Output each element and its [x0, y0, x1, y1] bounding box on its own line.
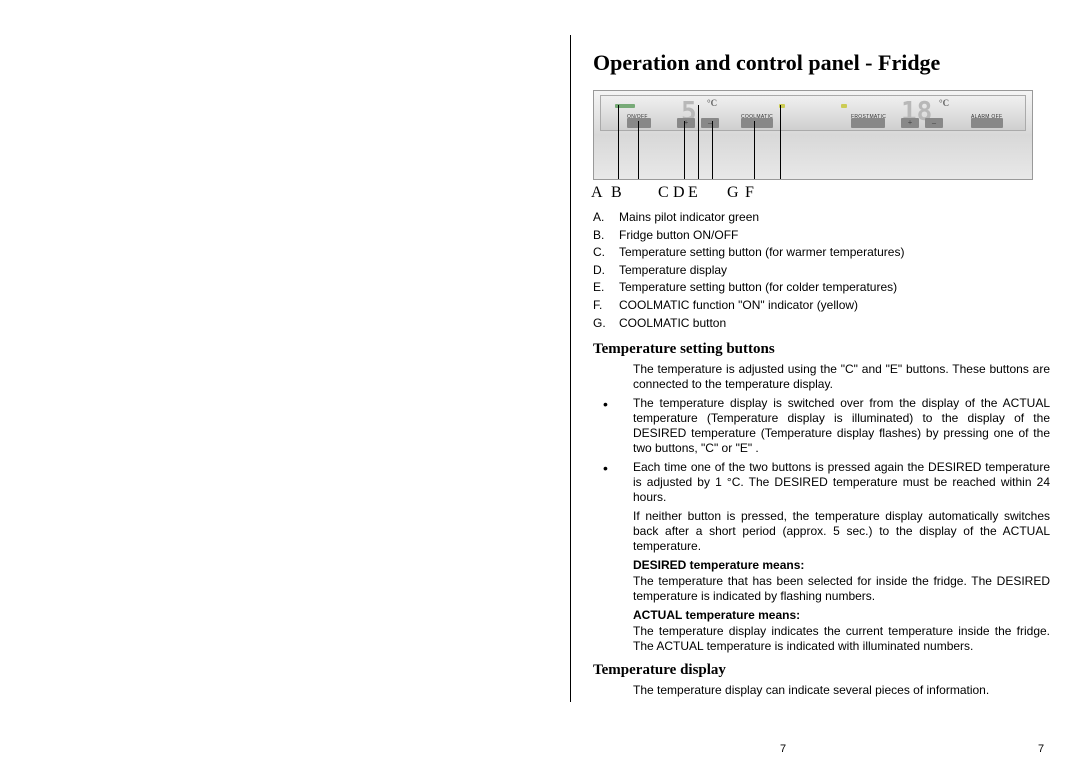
bullet-2: • Each time one of the two buttons is pr… [593, 460, 1050, 505]
legend-key: B. [593, 228, 619, 244]
legend-text: Fridge button ON/OFF [619, 228, 738, 244]
legend-item: B.Fridge button ON/OFF [593, 228, 1050, 244]
lead-g [754, 121, 755, 179]
degree-c-1: °C [707, 98, 717, 108]
legend-key: D. [593, 263, 619, 279]
after-text: If neither button is pressed, the temper… [633, 509, 1050, 554]
section-heading-2: Temperature display [593, 662, 1050, 679]
actual-text: The temperature display indicates the cu… [633, 624, 1050, 654]
lead-a [618, 105, 619, 179]
page-number-center: 7 [780, 743, 786, 755]
degree-c-2: °C [939, 98, 949, 108]
legend-text: Temperature setting button (for colder t… [619, 280, 897, 296]
legend-text: COOLMATIC function "ON" indicator (yello… [619, 298, 858, 314]
frostmatic-led [841, 104, 847, 108]
legend-key: A. [593, 210, 619, 226]
sec2-text: The temperature display can indicate sev… [633, 683, 1050, 698]
legend-text: Mains pilot indicator green [619, 210, 759, 226]
onoff-button [627, 118, 651, 128]
section-heading-1: Temperature setting buttons [593, 341, 1050, 358]
legend-item: F.COOLMATIC function "ON" indicator (yel… [593, 298, 1050, 314]
manual-page: Operation and control panel - Fridge ON/… [570, 35, 1050, 702]
panel-strip: ON/OFF 5 °C + – COOLMATIC FROSTMATIC 18 … [600, 95, 1026, 131]
bullet-icon: • [593, 396, 633, 456]
minus-button-2: – [925, 118, 943, 128]
legend-item: C.Temperature setting button (for warmer… [593, 245, 1050, 261]
legend-item: D.Temperature display [593, 263, 1050, 279]
control-panel-illustration: ON/OFF 5 °C + – COOLMATIC FROSTMATIC 18 … [593, 90, 1033, 180]
letter-A: A [591, 184, 603, 202]
bullet-2-text: Each time one of the two buttons is pres… [633, 460, 1050, 505]
bullet-icon: • [593, 460, 633, 505]
legend-key: G. [593, 316, 619, 332]
letter-E: E [688, 184, 698, 202]
callout-letters-row: A B C D E G F [593, 184, 1050, 204]
letter-B: B [611, 184, 622, 202]
letter-F: F [745, 184, 754, 202]
lead-f [780, 105, 781, 179]
page-number-right: 7 [1038, 743, 1044, 755]
desired-text: The temperature that has been selected f… [633, 574, 1050, 604]
legend-key: E. [593, 280, 619, 296]
legend-key: C. [593, 245, 619, 261]
plus-button-1: + [677, 118, 695, 128]
frostmatic-button [851, 118, 885, 128]
lead-c [684, 121, 685, 179]
alarmoff-button [971, 118, 1003, 128]
lead-b [638, 121, 639, 179]
desired-heading: DESIRED temperature means: [633, 558, 1050, 572]
plus-button-2: + [901, 118, 919, 128]
letter-G: G [727, 184, 739, 202]
actual-heading: ACTUAL temperature means: [633, 608, 1050, 622]
lead-e [712, 121, 713, 179]
letter-C: C [658, 184, 669, 202]
lead-d [698, 105, 699, 179]
minus-button-1: – [701, 118, 719, 128]
bullet-1-text: The temperature display is switched over… [633, 396, 1050, 456]
letter-D: D [673, 184, 685, 202]
intro-text: The temperature is adjusted using the "C… [633, 362, 1050, 392]
legend-text: Temperature display [619, 263, 727, 279]
legend-item: G.COOLMATIC button [593, 316, 1050, 332]
legend-item: E.Temperature setting button (for colder… [593, 280, 1050, 296]
page-title: Operation and control panel - Fridge [593, 50, 1050, 76]
legend-text: Temperature setting button (for warmer t… [619, 245, 904, 261]
legend-text: COOLMATIC button [619, 316, 726, 332]
legend-list: A.Mains pilot indicator green B.Fridge b… [593, 210, 1050, 331]
coolmatic-button [741, 118, 773, 128]
legend-item: A.Mains pilot indicator green [593, 210, 1050, 226]
legend-key: F. [593, 298, 619, 314]
bullet-1: • The temperature display is switched ov… [593, 396, 1050, 456]
